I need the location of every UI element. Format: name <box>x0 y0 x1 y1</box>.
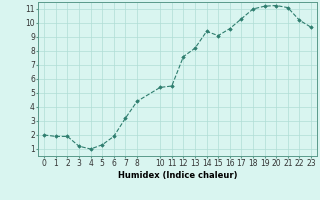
X-axis label: Humidex (Indice chaleur): Humidex (Indice chaleur) <box>118 171 237 180</box>
